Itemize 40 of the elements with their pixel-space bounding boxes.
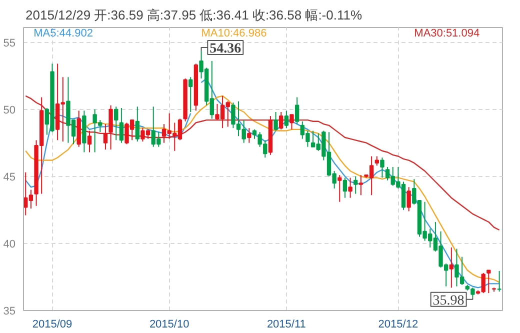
- y-tick-label: 50: [3, 104, 16, 116]
- chart-title: 2015/12/29 开:36.59 高:37.95 低:36.41 收:36.58 幅:-0.11%: [26, 8, 362, 22]
- candlestick: [108, 104, 113, 150]
- text: MA10:46.986: [201, 28, 267, 40]
- candlestick: [290, 114, 294, 130]
- y-tick-label: 35: [3, 306, 16, 318]
- candlestick: [342, 177, 348, 198]
- x-tick-label: 2015/09: [32, 318, 72, 330]
- candlestick: [338, 174, 342, 202]
- candlestick: [354, 176, 358, 194]
- y-tick-label: 45: [3, 171, 16, 184]
- candlestick: [497, 270, 502, 292]
- candlestick: [380, 157, 384, 178]
- x-tick-label: 2015/12: [378, 318, 418, 330]
- candlestick: [87, 130, 92, 153]
- line-series: [25, 95, 500, 231]
- candlestick: [274, 112, 278, 132]
- annotation: 54.36: [210, 41, 242, 56]
- candlestick: [294, 96, 300, 125]
- x-tick-label: 2015/10: [149, 318, 190, 330]
- candlestick: [119, 107, 124, 144]
- candlestick: [188, 76, 193, 112]
- candlestick: [284, 110, 289, 129]
- candlestick: [406, 186, 411, 212]
- candlestick: [135, 106, 140, 142]
- candlestick: [374, 156, 379, 166]
- y-tick-label: 55: [3, 37, 16, 50]
- candlestick: [486, 270, 491, 294]
- candlestick: [449, 246, 454, 288]
- annotation: 35.98: [432, 293, 464, 308]
- candlestick: [247, 128, 252, 144]
- candlestick: [103, 124, 108, 150]
- candlestick: [348, 177, 352, 198]
- candlestick: [279, 112, 284, 130]
- y-tick-label: 40: [3, 238, 16, 250]
- x-tick-label: 2015/11: [266, 318, 306, 330]
- candlestick: [358, 174, 364, 196]
- text: MA30:51.094: [414, 28, 480, 40]
- text: MA5:44.902: [34, 28, 93, 40]
- candlestick: [114, 106, 118, 141]
